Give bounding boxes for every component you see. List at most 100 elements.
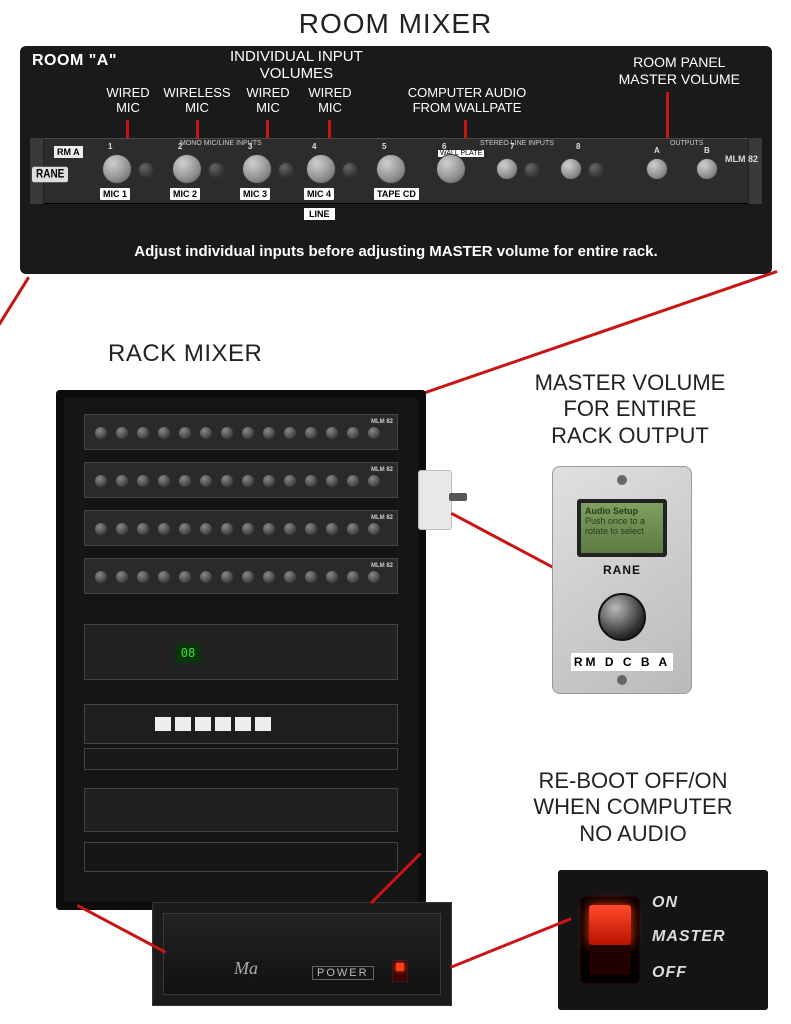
lcd-sub: Push once to a rotate to select (585, 517, 659, 537)
rack-knob[interactable] (179, 427, 191, 439)
power-amp-closeup: Ma POWER (152, 902, 452, 1006)
rack-knob[interactable] (158, 427, 170, 439)
rack-knob[interactable] (263, 523, 275, 535)
room-mixer-panel: ROOM "A" INDIVIDUAL INPUT VOLUMES ROOM P… (20, 46, 772, 274)
ch-num-2: 2 (178, 142, 182, 151)
rack-knob[interactable] (305, 571, 317, 583)
rack-knob[interactable] (284, 523, 296, 535)
rack-knob[interactable] (347, 523, 359, 535)
switcher-btn[interactable] (195, 717, 211, 731)
col2-label: WIRELESS MIC (162, 86, 232, 116)
rack-knob[interactable] (221, 571, 233, 583)
rack-knob[interactable] (158, 523, 170, 535)
switcher-btn[interactable] (155, 717, 171, 731)
switcher-btn[interactable] (215, 717, 231, 731)
rack-unit-amp (84, 788, 398, 832)
rack-door-latch[interactable] (418, 470, 452, 530)
mic1-assign-knob[interactable] (138, 162, 154, 178)
switch-on-label: ON (652, 894, 678, 912)
model-label: MLM 82 (725, 154, 758, 164)
rack-knob[interactable] (158, 475, 170, 487)
rack-knob[interactable] (179, 475, 191, 487)
output-a-knob[interactable] (646, 158, 668, 180)
rack-knob[interactable] (179, 571, 191, 583)
rack-knob[interactable] (200, 571, 212, 583)
rack-knob[interactable] (137, 427, 149, 439)
rack-knob[interactable] (326, 427, 338, 439)
output-b-knob[interactable] (696, 158, 718, 180)
rack-knob[interactable] (305, 523, 317, 535)
rack-knob[interactable] (95, 571, 107, 583)
rack-knob[interactable] (95, 475, 107, 487)
rack-knob[interactable] (158, 571, 170, 583)
rack-knob[interactable] (137, 475, 149, 487)
mic4-knob[interactable] (306, 154, 336, 184)
switcher-btn[interactable] (175, 717, 191, 731)
instruction-text: Adjust individual inputs before adjustin… (20, 243, 772, 260)
rack-knob[interactable] (95, 523, 107, 535)
mic4-assign-knob[interactable] (342, 162, 358, 178)
stereo8-pan-knob[interactable] (588, 162, 604, 178)
master-rocker-switch[interactable] (580, 896, 640, 984)
rack-knob[interactable] (326, 571, 338, 583)
rack-knob[interactable] (242, 475, 254, 487)
rack-knob[interactable] (200, 523, 212, 535)
rack-knob[interactable] (242, 523, 254, 535)
switcher-btn[interactable] (235, 717, 251, 731)
rack-knob[interactable] (347, 427, 359, 439)
rack-knob[interactable] (116, 427, 128, 439)
rack-knob[interactable] (284, 475, 296, 487)
rack-unit-3-model: MLM 82 (371, 515, 393, 521)
rack-knob[interactable] (368, 571, 380, 583)
rack-knob[interactable] (116, 571, 128, 583)
rack-knob[interactable] (179, 523, 191, 535)
amp-power-text: POWER (312, 966, 374, 980)
rack-knob[interactable] (368, 475, 380, 487)
ch-num-5: 5 (382, 142, 386, 151)
rack-knob[interactable] (305, 475, 317, 487)
rack-unit-4-model: MLM 82 (371, 563, 393, 569)
col1-label: WIRED MIC (98, 86, 158, 116)
rack-knob[interactable] (242, 571, 254, 583)
rack-knob[interactable] (137, 523, 149, 535)
rack-knob[interactable] (326, 475, 338, 487)
rack-knob[interactable] (221, 523, 233, 535)
wallplate-dial[interactable] (598, 593, 646, 641)
rack-knob[interactable] (305, 427, 317, 439)
switcher-btn[interactable] (255, 717, 271, 731)
stereo-col-label: COMPUTER AUDIO FROM WALLPATE (392, 86, 542, 116)
ch-num-8: 8 (576, 142, 580, 151)
out-a: A (654, 146, 660, 155)
rack-knob[interactable] (263, 475, 275, 487)
rack-knob[interactable] (368, 427, 380, 439)
rack-knob[interactable] (263, 427, 275, 439)
mic3-knob[interactable] (242, 154, 272, 184)
rack-knob[interactable] (116, 523, 128, 535)
rack-knob[interactable] (347, 475, 359, 487)
mic2-assign-knob[interactable] (208, 162, 224, 178)
rack-knob[interactable] (200, 475, 212, 487)
stereo7-pan-knob[interactable] (524, 162, 540, 178)
rack-knob[interactable] (326, 523, 338, 535)
stereo8-knob[interactable] (560, 158, 582, 180)
rack-knob[interactable] (284, 427, 296, 439)
rack-knob[interactable] (116, 475, 128, 487)
rack-knob[interactable] (95, 427, 107, 439)
amp-power-switch[interactable] (392, 960, 408, 982)
mic1-knob[interactable] (102, 154, 132, 184)
rack-knob[interactable] (263, 571, 275, 583)
stereo5-knob[interactable] (376, 154, 406, 184)
rack-knob[interactable] (137, 571, 149, 583)
rack-knob[interactable] (200, 427, 212, 439)
stereo7-knob[interactable] (496, 158, 518, 180)
rack-knob[interactable] (284, 571, 296, 583)
rack-knob[interactable] (221, 475, 233, 487)
mic3-assign-knob[interactable] (278, 162, 294, 178)
rack-knob[interactable] (347, 571, 359, 583)
rack-knob[interactable] (242, 427, 254, 439)
mic2-knob[interactable] (172, 154, 202, 184)
callout-line-switch (450, 917, 572, 968)
rack-knob[interactable] (368, 523, 380, 535)
rack-knob[interactable] (221, 427, 233, 439)
stereo6-knob[interactable] (436, 154, 466, 184)
